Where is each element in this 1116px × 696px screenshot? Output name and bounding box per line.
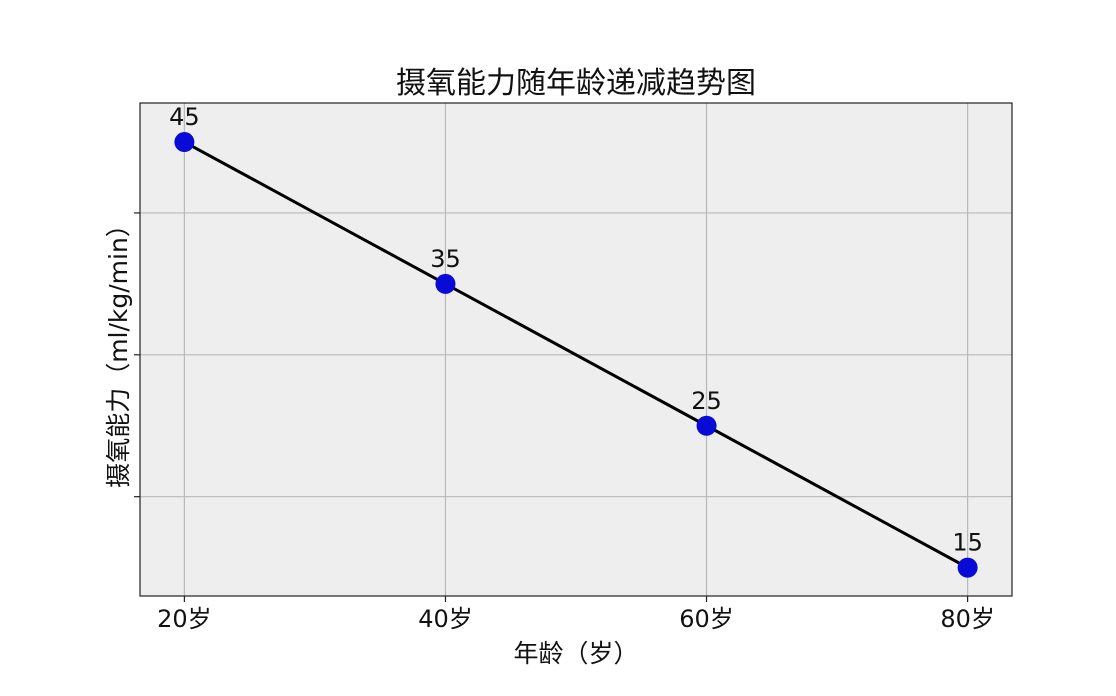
series-line <box>183 140 969 569</box>
series: 45 35 25 15 <box>169 103 983 578</box>
x-axis-label: 年龄（岁） <box>513 639 638 668</box>
x-tick-label: 60岁 <box>679 605 734 633</box>
chart-title: 摄氧能力随年龄递减趋势图 <box>396 66 756 101</box>
grid <box>134 103 1012 596</box>
data-point <box>696 415 717 436</box>
data-point <box>435 273 456 294</box>
plot-frame <box>139 102 1013 597</box>
x-tick-label: 20岁 <box>157 605 212 633</box>
data-label: 15 <box>952 529 983 557</box>
data-label: 45 <box>169 103 200 131</box>
data-label: 25 <box>691 387 722 415</box>
x-tick-label: 40岁 <box>418 605 473 633</box>
y-axis-label: 摄氧能力（ml/kg/min） <box>104 212 133 488</box>
data-label: 35 <box>430 245 461 273</box>
x-tick-label: 80岁 <box>940 605 995 633</box>
data-point <box>957 557 978 578</box>
data-point <box>174 132 195 153</box>
x-axis-ticks: 20岁 40岁 60岁 80岁 <box>157 596 995 633</box>
